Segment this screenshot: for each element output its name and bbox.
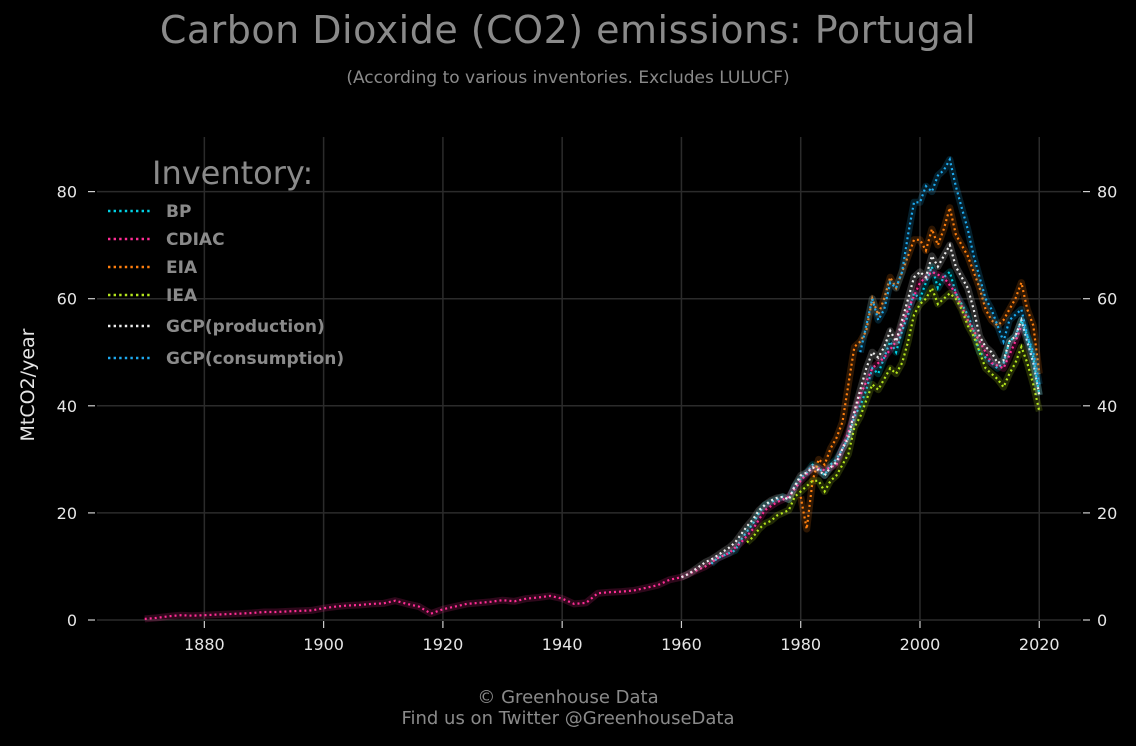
x-tick-label: 1980 <box>780 635 821 654</box>
y-tick-label-left: 60 <box>57 290 77 309</box>
x-tick-label: 1900 <box>303 635 344 654</box>
x-tick-label: 1880 <box>184 635 225 654</box>
chart-subtitle: (According to various inventories. Exclu… <box>346 68 790 88</box>
legend-label-gcp-production: GCP(production) <box>166 317 325 337</box>
series-layer <box>144 156 1043 623</box>
legend-label-cdiac: CDIAC <box>166 230 225 250</box>
series-line-cdiac <box>144 270 1023 620</box>
y-axis-label: MtCO2/year <box>17 328 39 441</box>
x-tick-label: 2000 <box>900 635 941 654</box>
series-line-eia <box>799 207 1041 530</box>
y-tick-label-left: 40 <box>57 397 77 416</box>
x-tick-label: 1940 <box>542 635 583 654</box>
series-line-iea <box>746 285 1041 544</box>
series-line-bp <box>710 263 1041 565</box>
legend-label-bp: BP <box>166 202 191 222</box>
footer-credit: © Greenhouse Data <box>477 687 659 708</box>
y-tick-label-left: 80 <box>57 183 77 202</box>
x-tick-label: 1920 <box>423 635 464 654</box>
legend: Inventory: BP CDIAC EIA IEA GCP(production) G… <box>108 154 344 369</box>
y-tick-label-left: 20 <box>57 504 77 523</box>
chart-title: Carbon Dioxide (CO2) emissions: Portugal <box>159 8 977 52</box>
legend-label-iea: IEA <box>166 286 198 306</box>
legend-label-eia: EIA <box>166 258 198 278</box>
y-tick-label-left: 0 <box>67 611 77 630</box>
legend-label-gcp-consumption: GCP(consumption) <box>166 349 344 369</box>
y-tick-label-right: 80 <box>1097 183 1117 202</box>
series-line-gcp-production <box>680 242 1041 579</box>
x-tick-label: 1960 <box>661 635 702 654</box>
grid-layer <box>97 137 1081 621</box>
legend-title: Inventory: <box>152 154 313 192</box>
x-tick-label: 2020 <box>1019 635 1060 654</box>
footer-twitter: Find us on Twitter @GreenhouseData <box>401 708 735 729</box>
y-tick-label-right: 40 <box>1097 397 1117 416</box>
y-tick-label-right: 60 <box>1097 290 1117 309</box>
y-tick-label-right: 20 <box>1097 504 1117 523</box>
y-tick-label-right: 0 <box>1097 611 1107 630</box>
series-line-gcp-consumption <box>859 156 1041 385</box>
